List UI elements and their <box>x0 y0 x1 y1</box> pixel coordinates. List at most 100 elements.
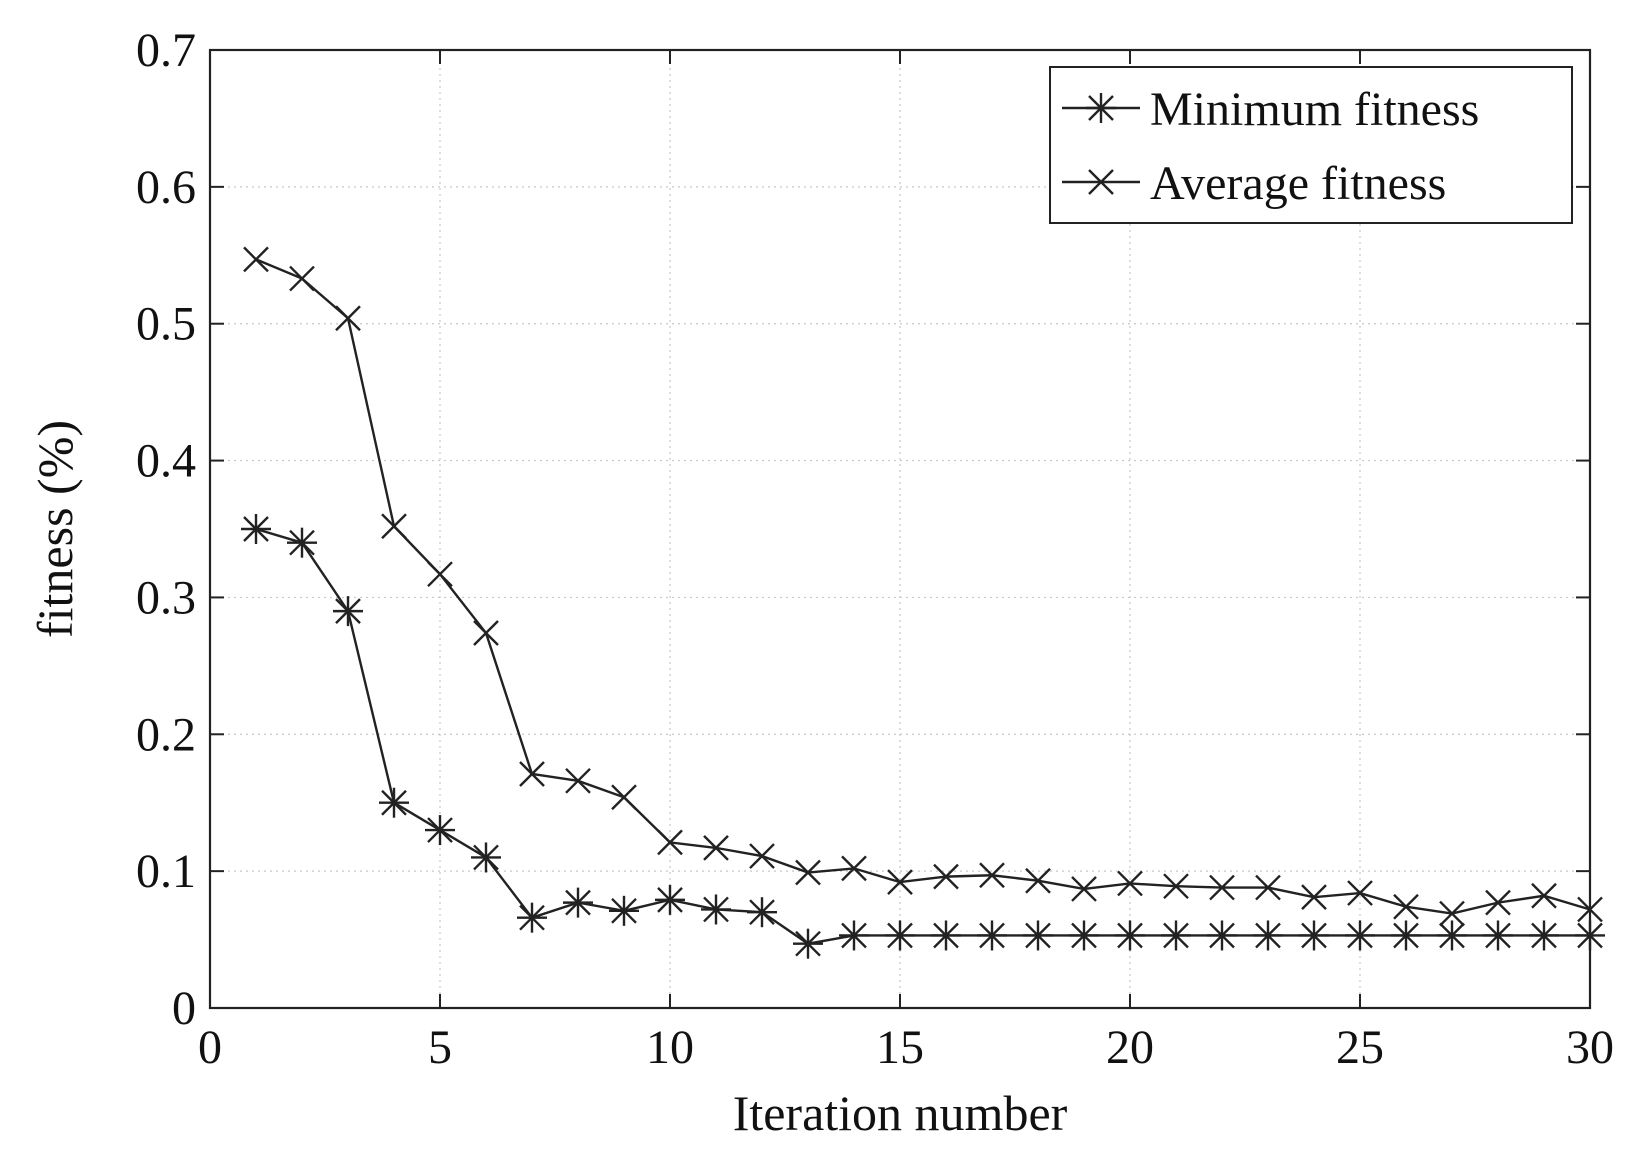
average-fitness-point <box>1393 893 1419 920</box>
marker-stroke <box>381 513 407 540</box>
minimum-fitness-point <box>471 842 501 873</box>
minimum-fitness-point <box>1069 920 1099 951</box>
marker-stroke <box>887 869 913 895</box>
marker-stroke <box>1439 900 1465 927</box>
legend-marker <box>1086 93 1116 123</box>
x-tick-label: 0 <box>198 1021 222 1074</box>
marker-stroke <box>1531 882 1557 909</box>
average-fitness-point <box>1117 870 1143 897</box>
legend: Minimum fitness Average fitness <box>1049 66 1573 224</box>
average-fitness-point <box>335 305 361 332</box>
marker-stroke <box>979 862 1005 889</box>
legend-entry-minimum-fitness: Minimum fitness <box>1062 83 1479 136</box>
average-fitness-point <box>565 767 591 794</box>
marker-stroke <box>1088 169 1114 195</box>
minimum-fitness-point <box>1207 920 1237 951</box>
minimum-fitness-point <box>1391 920 1421 951</box>
average-fitness-series <box>243 246 1603 927</box>
minimum-fitness-point <box>517 902 547 933</box>
marker-stroke <box>933 863 959 890</box>
average-fitness-point <box>749 843 775 869</box>
minimum-fitness-point <box>1345 920 1375 951</box>
average-fitness-point <box>1301 884 1327 910</box>
average-fitness-point <box>519 761 545 787</box>
marker-stroke <box>611 784 637 811</box>
legend-marker <box>1088 169 1114 195</box>
series-group <box>241 246 1605 959</box>
marker-stroke <box>473 620 499 646</box>
average-fitness-point <box>1439 900 1465 927</box>
legend-entry-average-fitness: Average fitness <box>1062 157 1446 210</box>
minimum-fitness-point <box>425 815 455 846</box>
marker-stroke <box>657 829 683 856</box>
average-fitness-point <box>1163 873 1189 900</box>
average-fitness-point <box>1071 876 1097 902</box>
marker-stroke <box>795 859 821 886</box>
minimum-fitness-point <box>241 514 271 544</box>
minimum-fitness-point <box>747 897 777 928</box>
marker-stroke <box>243 246 269 273</box>
legend-label: Minimum fitness <box>1150 83 1479 136</box>
minimum-fitness-point <box>793 928 823 959</box>
marker-stroke <box>703 835 729 861</box>
marker-stroke <box>565 767 591 794</box>
average-fitness-point <box>1209 874 1235 901</box>
y-tick-label: 0.4 <box>136 435 196 488</box>
minimum-fitness-point <box>1483 920 1513 951</box>
marker-stroke <box>1301 884 1327 910</box>
marker-stroke <box>1117 870 1143 897</box>
average-fitness-point <box>427 561 453 588</box>
average-fitness-point <box>243 246 269 273</box>
marker-stroke <box>427 561 453 588</box>
legend-label: Average fitness <box>1150 157 1446 210</box>
average-fitness-point <box>841 855 867 882</box>
minimum-fitness-point <box>609 895 639 926</box>
x-tick-labels: 0 5 10 15 20 25 30 <box>198 1021 1614 1074</box>
axis-ticks <box>209 49 1591 1009</box>
y-tick-label: 0.2 <box>136 708 196 761</box>
minimum-fitness-point <box>379 787 409 818</box>
marker-stroke <box>1071 876 1097 902</box>
minimum-fitness-point <box>839 920 869 951</box>
average-fitness-point <box>933 863 959 890</box>
x-tick-label: 10 <box>646 1021 694 1074</box>
y-tick-label: 0.1 <box>136 845 196 898</box>
y-tick-label: 0 <box>172 982 196 1035</box>
y-tick-label: 0.6 <box>136 161 196 214</box>
minimum-fitness-point <box>1437 920 1467 951</box>
marker-stroke <box>1025 867 1051 894</box>
minimum-fitness-point <box>885 920 915 951</box>
marker-stroke <box>1393 893 1419 920</box>
minimum-fitness-point <box>977 920 1007 951</box>
marker-stroke <box>519 761 545 787</box>
minimum-fitness-point <box>1529 920 1559 951</box>
average-fitness-point <box>1531 882 1557 909</box>
minimum-fitness-point <box>1115 920 1145 951</box>
x-axis-label: Iteration number <box>733 1085 1068 1141</box>
y-tick-labels: 0 0.1 0.2 0.3 0.4 0.5 0.6 0.7 <box>136 24 196 1035</box>
average-fitness-point <box>611 784 637 811</box>
average-fitness-point <box>1485 889 1511 916</box>
x-tick-label: 5 <box>428 1021 452 1074</box>
minimum-fitness-point <box>1253 920 1283 951</box>
y-tick-label: 0.5 <box>136 298 196 351</box>
minimum-fitness-point <box>1023 920 1053 951</box>
y-tick-label: 0.3 <box>136 571 196 624</box>
minimum-fitness-point <box>655 884 685 915</box>
minimum-fitness-point <box>701 894 731 925</box>
x-tick-label: 15 <box>876 1021 924 1074</box>
marker-stroke <box>749 843 775 869</box>
average-fitness-point <box>289 265 315 292</box>
average-fitness-point <box>381 513 407 540</box>
x-tick-label: 20 <box>1106 1021 1154 1074</box>
y-axis-label: fitness (%) <box>27 420 83 638</box>
minimum-fitness-point <box>333 596 363 627</box>
marker-stroke <box>289 265 315 292</box>
marker-stroke <box>335 305 361 332</box>
minimum-fitness-point <box>931 920 961 951</box>
marker-stroke <box>1485 889 1511 916</box>
x-tick-label: 25 <box>1336 1021 1384 1074</box>
x-tick-label: 30 <box>1566 1021 1614 1074</box>
minimum-fitness-point <box>563 887 593 918</box>
